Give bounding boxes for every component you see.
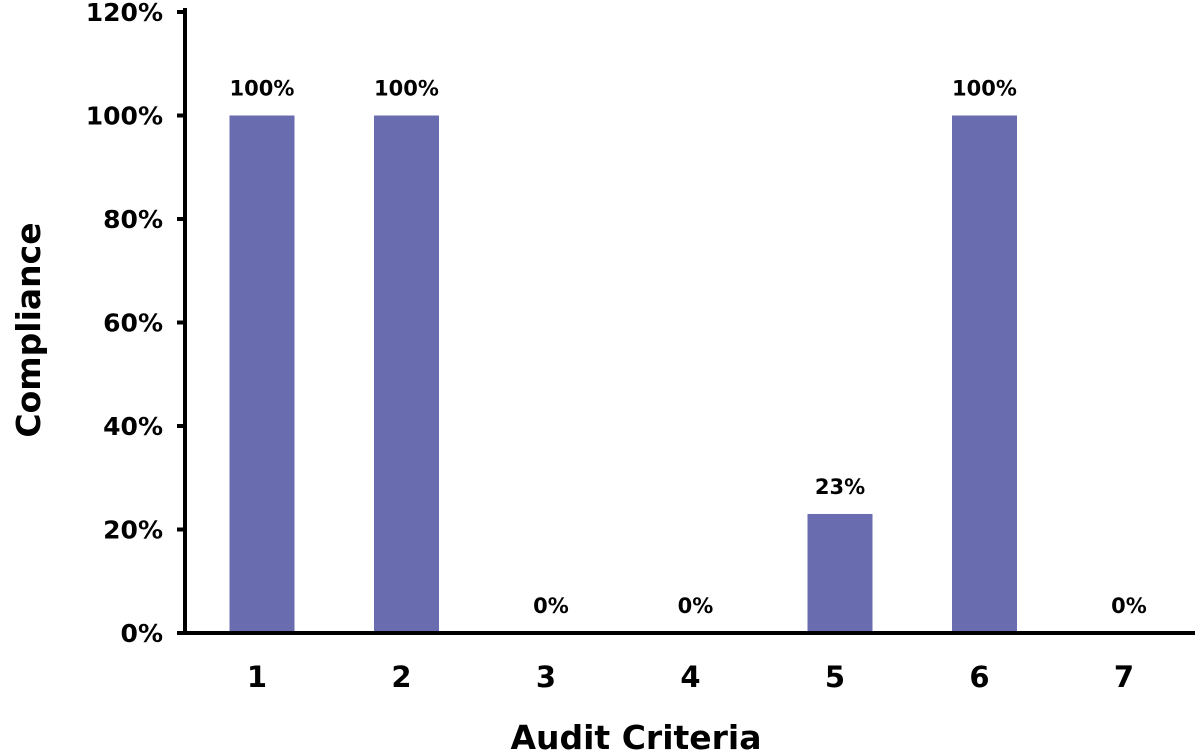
x-tick-label-7: 7 (1114, 660, 1134, 694)
x-tick-label-3: 3 (536, 660, 556, 694)
data-labels-group: 100% 100% 0% 0% 23% 100% 0% (230, 77, 1147, 619)
data-label-4: 0% (678, 594, 714, 618)
bar-1 (229, 115, 295, 633)
y-tick-label-100: 100% (86, 102, 163, 131)
data-label-5: 23% (815, 475, 865, 499)
y-tick-label-80: 80% (103, 205, 163, 234)
x-tick-label-6: 6 (969, 660, 989, 694)
x-tick-label-4: 4 (680, 660, 700, 694)
y-tick-label-40: 40% (103, 412, 163, 441)
data-label-7: 0% (1111, 594, 1147, 618)
bars-group (229, 115, 1017, 633)
x-tick-label-1: 1 (247, 660, 267, 694)
data-label-2: 100% (374, 77, 439, 101)
bar-2 (374, 115, 439, 633)
x-axis: 1 2 3 4 5 6 7 (183, 631, 1195, 694)
y-tick-label-0: 0% (121, 619, 163, 648)
bar-6 (952, 115, 1017, 633)
x-axis-title: Audit Criteria (510, 718, 761, 752)
x-tick-label-5: 5 (825, 660, 845, 694)
data-label-3: 0% (533, 594, 569, 618)
data-label-1: 100% (230, 77, 295, 101)
y-tick-label-120: 120% (86, 0, 163, 27)
y-axis-title: Compliance (9, 222, 48, 437)
x-tick-label-2: 2 (391, 660, 411, 694)
y-tick-label-60: 60% (103, 309, 163, 338)
y-axis: 0% 20% 40% 60% 80% 100% 120% (86, 0, 187, 648)
y-tick-label-20: 20% (103, 516, 163, 545)
bar-5 (807, 513, 873, 633)
data-label-6: 100% (952, 77, 1017, 101)
